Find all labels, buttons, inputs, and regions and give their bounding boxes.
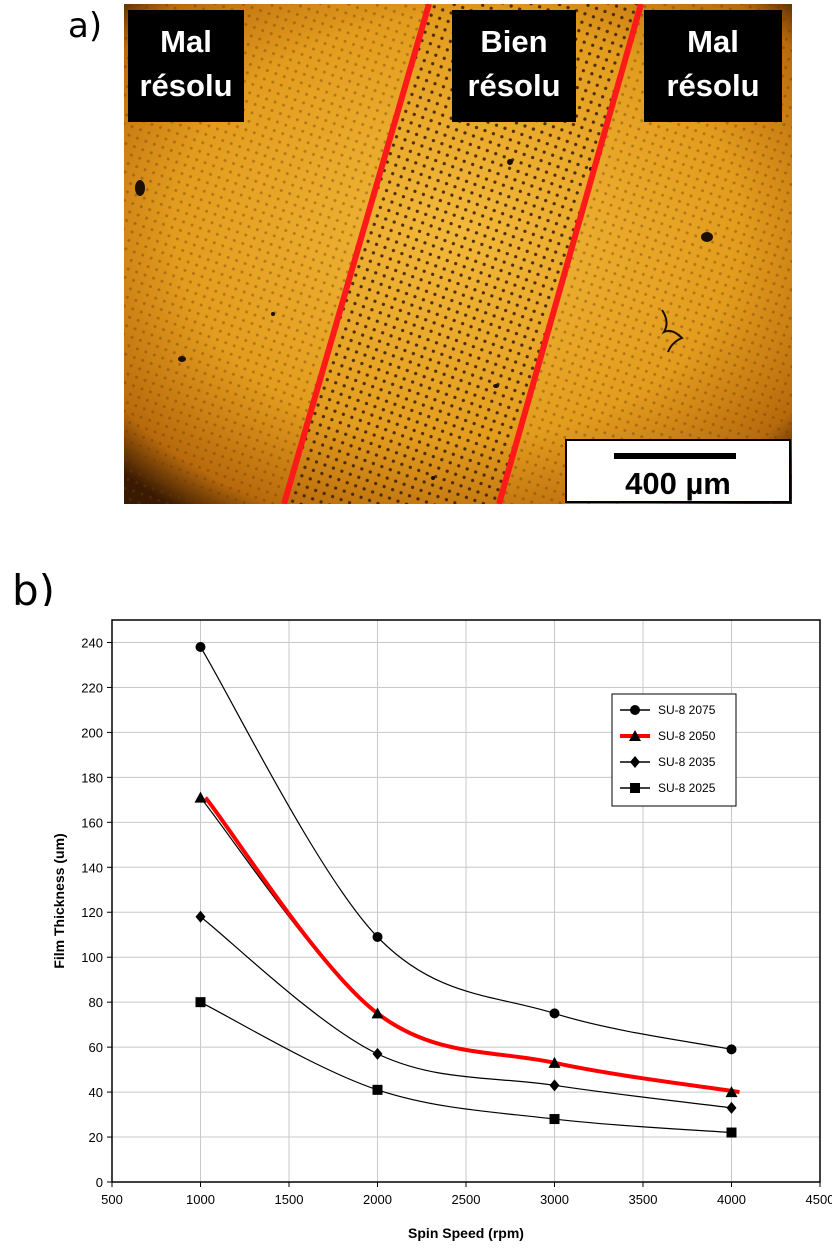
series-line-su-8-2025: [200, 1001, 732, 1134]
y-tick-label: 100: [81, 950, 103, 965]
data-point-su-8-2050: [548, 1056, 561, 1068]
legend-marker-su-8-2050: [629, 730, 641, 741]
x-tick-label: 3500: [629, 1192, 658, 1207]
region-label-left: Mal résolu: [128, 10, 244, 122]
chart-legend: SU-8 2075 SU-8 2050 SU-8 2035 SU-8 2025: [611, 693, 737, 807]
legend-marker-su-8-2075: [630, 705, 640, 715]
y-tick-label: 240: [81, 635, 103, 650]
region-label-left-line2: résolu: [139, 68, 232, 103]
data-point-su-8-2025: [549, 1114, 560, 1125]
x-axis-title: Spin Speed (rpm): [408, 1225, 524, 1241]
y-tick-label: 40: [89, 1085, 103, 1100]
x-tick-label: 3000: [540, 1192, 569, 1207]
data-point-su-8-2025: [372, 1084, 383, 1095]
y-tick-label: 80: [89, 995, 103, 1010]
film-thickness-chart: 500 1000 1500 2000 2500 3000 3500 4000 4500 0 20 40…: [40, 606, 832, 1253]
y-tick-label: 180: [81, 770, 103, 785]
series-su-8-2050: [194, 791, 740, 1098]
x-tick-label: 2500: [452, 1192, 481, 1207]
region-label-center-line2: résolu: [467, 68, 560, 103]
data-point-su-8-2075: [372, 931, 383, 942]
data-point-su-8-2050: [194, 791, 207, 803]
legend-marker-su-8-2035: [630, 756, 640, 768]
series-highlight-su-8-2050: [203, 796, 740, 1095]
y-tick-label: 60: [89, 1040, 103, 1055]
series-su-8-2035: [195, 910, 737, 1114]
series-su-8-2075: [195, 641, 737, 1055]
region-label-left-line1: Mal: [160, 24, 212, 59]
legend-label-su-8-2075: SU-8 2075: [658, 703, 716, 717]
data-point-su-8-2075: [549, 1008, 560, 1019]
legend-marker-su-8-2025: [630, 783, 640, 793]
x-tick-label: 2000: [363, 1192, 392, 1207]
region-label-right-line2: résolu: [666, 68, 759, 103]
y-tick-label: 200: [81, 725, 103, 740]
micrograph-image: Mal résolu Bien résolu Mal résolu 400 µm: [124, 4, 792, 504]
right-boundary-line: [496, 4, 644, 504]
data-point-su-8-2035: [726, 1101, 737, 1114]
region-label-center: Bien résolu: [452, 10, 576, 122]
series-line-su-8-2035: [200, 916, 732, 1109]
chart-axes: 500 1000 1500 2000 2500 3000 3500 4000 4500 0 20 40…: [81, 619, 832, 1207]
legend-label-su-8-2050: SU-8 2050: [658, 729, 716, 743]
legend-label-su-8-2025: SU-8 2025: [658, 781, 716, 795]
legend-label-su-8-2035: SU-8 2035: [658, 755, 716, 769]
x-tick-label: 4000: [717, 1192, 746, 1207]
y-tick-label: 160: [81, 815, 103, 830]
x-tick-label: 500: [101, 1192, 123, 1207]
series-line-su-8-2075: [199, 646, 732, 1050]
data-point-su-8-2035: [372, 1047, 383, 1060]
plot-frame: [111, 619, 821, 1183]
region-label-center-line1: Bien: [480, 24, 547, 59]
y-tick-label: 120: [81, 905, 103, 920]
panel-a-label: a): [68, 6, 103, 46]
data-point-su-8-2035: [549, 1079, 560, 1092]
scale-bar: 400 µm: [565, 439, 791, 503]
y-tick-label: 220: [81, 680, 103, 695]
data-point-su-8-2035: [195, 910, 206, 923]
y-tick-label: 0: [96, 1175, 103, 1190]
chart-series: [194, 641, 740, 1138]
region-label-right-line1: Mal: [687, 24, 739, 59]
data-point-su-8-2050: [725, 1086, 738, 1098]
data-point-su-8-2025: [195, 997, 206, 1008]
data-point-su-8-2075: [726, 1044, 737, 1055]
x-tick-label: 1500: [275, 1192, 304, 1207]
region-label-right: Mal résolu: [644, 10, 782, 122]
data-point-su-8-2025: [726, 1127, 737, 1138]
y-tick-label: 140: [81, 860, 103, 875]
left-boundary-line: [281, 4, 432, 504]
y-tick-label: 20: [89, 1130, 103, 1145]
data-point-su-8-2075: [195, 641, 206, 652]
data-point-su-8-2050: [371, 1007, 384, 1019]
series-su-8-2025: [195, 997, 737, 1138]
x-tick-label: 1000: [186, 1192, 215, 1207]
debris-spots: [135, 159, 713, 480]
x-tick-label: 4500: [806, 1192, 832, 1207]
y-axis-title: Film Thickness (um): [51, 833, 67, 968]
debris-fiber: [661, 309, 684, 353]
scale-bar-label: 400 µm: [625, 466, 731, 501]
